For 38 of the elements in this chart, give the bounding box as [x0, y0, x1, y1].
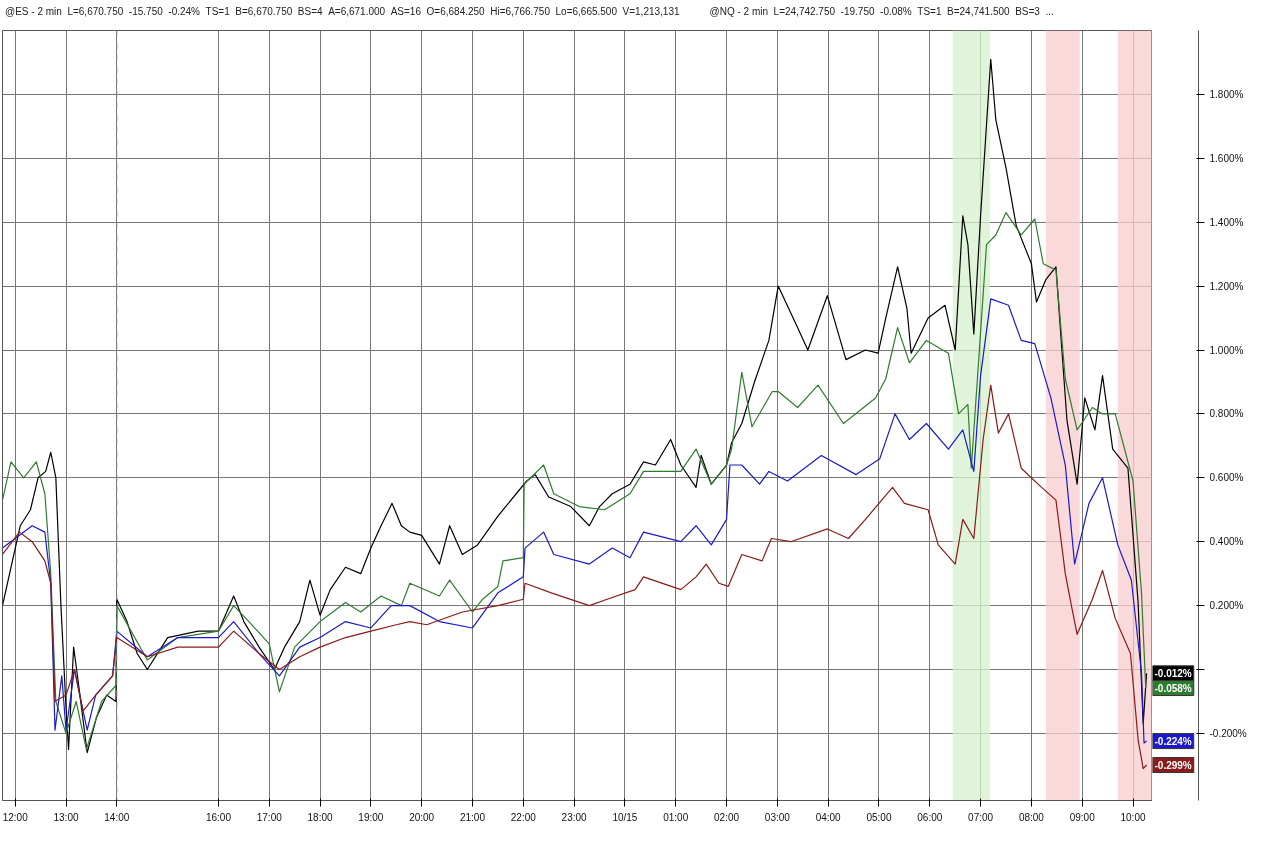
x-tick-label: 20:00: [409, 811, 435, 823]
x-tick-label: 12:00: [2, 811, 29, 823]
x-tick-label: 09:00: [1069, 811, 1096, 823]
y-tick-label: -0.200%: [1209, 728, 1247, 740]
text: @ES - 2 min L=6,670.750 -15.750 -0.24% TS=1 B=6,670.750 BS=4 A=6,671.000 AS=16 O=6,684.250 Hi=6,766.750 Lo=6,665.500 V=1,213,131: [5, 5, 680, 19]
x-tick-label: 10/15: [612, 811, 638, 823]
x-tick-label: 18:00: [307, 811, 334, 823]
x-tick-label: 13:00: [53, 811, 79, 823]
y-tick-label: 1.800%: [1209, 89, 1244, 101]
x-tick-label: 02:00: [714, 811, 740, 823]
x-tick-label: 16:00: [205, 811, 232, 823]
x-tick-label: 04:00: [815, 811, 842, 823]
data-label: -0.012%: [1154, 668, 1192, 680]
x-tick-label: 21:00: [459, 811, 486, 823]
y-tick-label: 1.400%: [1209, 216, 1244, 228]
x-tick-label: 14:00: [104, 811, 130, 823]
x-tick-label: 03:00: [764, 811, 791, 823]
y-tick-label: 1.200%: [1209, 280, 1244, 292]
text: @NQ - 2 min L=24,742.750 -19.750 -0.08% TS=1 B=24,741.500 BS=3 ...: [709, 5, 1054, 19]
x-tick-label: 17:00: [256, 811, 283, 823]
y-tick-label: 1.000%: [1209, 344, 1244, 356]
x-tick-label: 08:00: [1018, 811, 1045, 823]
y-tick-label: 0.800%: [1209, 408, 1244, 420]
data-label: -0.058%: [1154, 682, 1192, 694]
y-tick-label: 1.600%: [1209, 153, 1244, 165]
x-tick-label: 23:00: [561, 811, 588, 823]
x-tick-label: 07:00: [968, 811, 994, 823]
x-tick-label: 06:00: [917, 811, 943, 823]
x-tick-label: 10:00: [1120, 811, 1146, 823]
y-tick-label: 0.600%: [1209, 472, 1244, 484]
x-tick-label: 22:00: [510, 811, 537, 823]
y-tick-label: 0.200%: [1209, 600, 1244, 612]
x-tick-label: 01:00: [663, 811, 689, 823]
data-label: -0.224%: [1154, 735, 1192, 747]
x-tick-label: 05:00: [866, 811, 892, 823]
data-label: -0.299%: [1154, 759, 1192, 771]
y-tick-label: 0.400%: [1209, 536, 1244, 548]
x-tick-label: 19:00: [358, 811, 384, 823]
